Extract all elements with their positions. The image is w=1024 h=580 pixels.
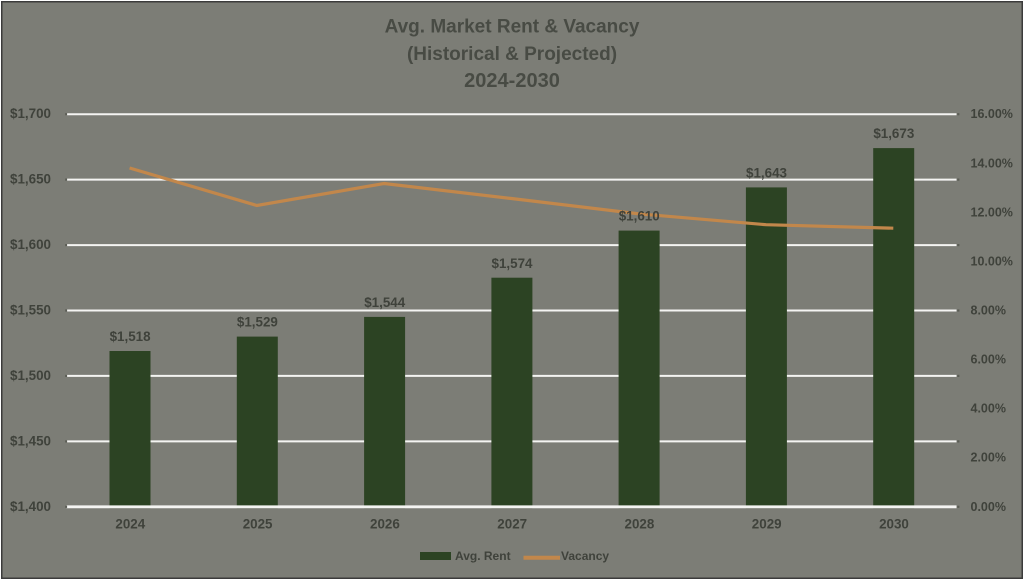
svg-text:Vacancy: Vacancy (561, 549, 609, 563)
svg-text:$1,600: $1,600 (10, 237, 51, 252)
svg-text:2027: 2027 (497, 517, 527, 532)
svg-text:0.00%: 0.00% (971, 500, 1006, 514)
svg-text:6.00%: 6.00% (971, 353, 1006, 367)
svg-text:12.00%: 12.00% (971, 205, 1013, 219)
svg-text:$1,529: $1,529 (237, 315, 278, 330)
svg-text:2026: 2026 (370, 517, 400, 532)
svg-text:2.00%: 2.00% (971, 451, 1006, 465)
svg-text:$1,518: $1,518 (110, 329, 152, 344)
svg-text:2028: 2028 (625, 517, 655, 532)
svg-text:$1,450: $1,450 (10, 433, 51, 448)
svg-text:2024: 2024 (115, 517, 145, 532)
svg-text:2024-2030: 2024-2030 (464, 70, 560, 92)
svg-text:$1,400: $1,400 (10, 499, 51, 514)
svg-text:Avg. Market Rent & Vacancy: Avg. Market Rent & Vacancy (385, 17, 640, 38)
svg-text:$1,574: $1,574 (492, 256, 534, 271)
svg-text:$1,610: $1,610 (619, 209, 660, 224)
svg-text:$1,650: $1,650 (10, 172, 51, 187)
svg-text:16.00%: 16.00% (971, 107, 1013, 121)
svg-text:4.00%: 4.00% (971, 402, 1006, 416)
svg-text:$1,550: $1,550 (10, 303, 51, 318)
svg-text:$1,700: $1,700 (10, 106, 51, 121)
svg-text:Avg. Rent: Avg. Rent (455, 549, 511, 563)
svg-text:2030: 2030 (879, 517, 909, 532)
svg-text:2029: 2029 (752, 517, 782, 532)
svg-text:8.00%: 8.00% (971, 304, 1006, 318)
svg-text:$1,643: $1,643 (746, 166, 787, 181)
svg-text:14.00%: 14.00% (971, 156, 1013, 170)
svg-text:2025: 2025 (243, 517, 273, 532)
svg-text:$1,544: $1,544 (364, 295, 406, 310)
svg-text:10.00%: 10.00% (971, 255, 1013, 269)
svg-text:(Historical & Projected): (Historical & Projected) (407, 44, 617, 65)
svg-text:$1,500: $1,500 (10, 368, 51, 383)
svg-text:$1,673: $1,673 (873, 126, 914, 141)
